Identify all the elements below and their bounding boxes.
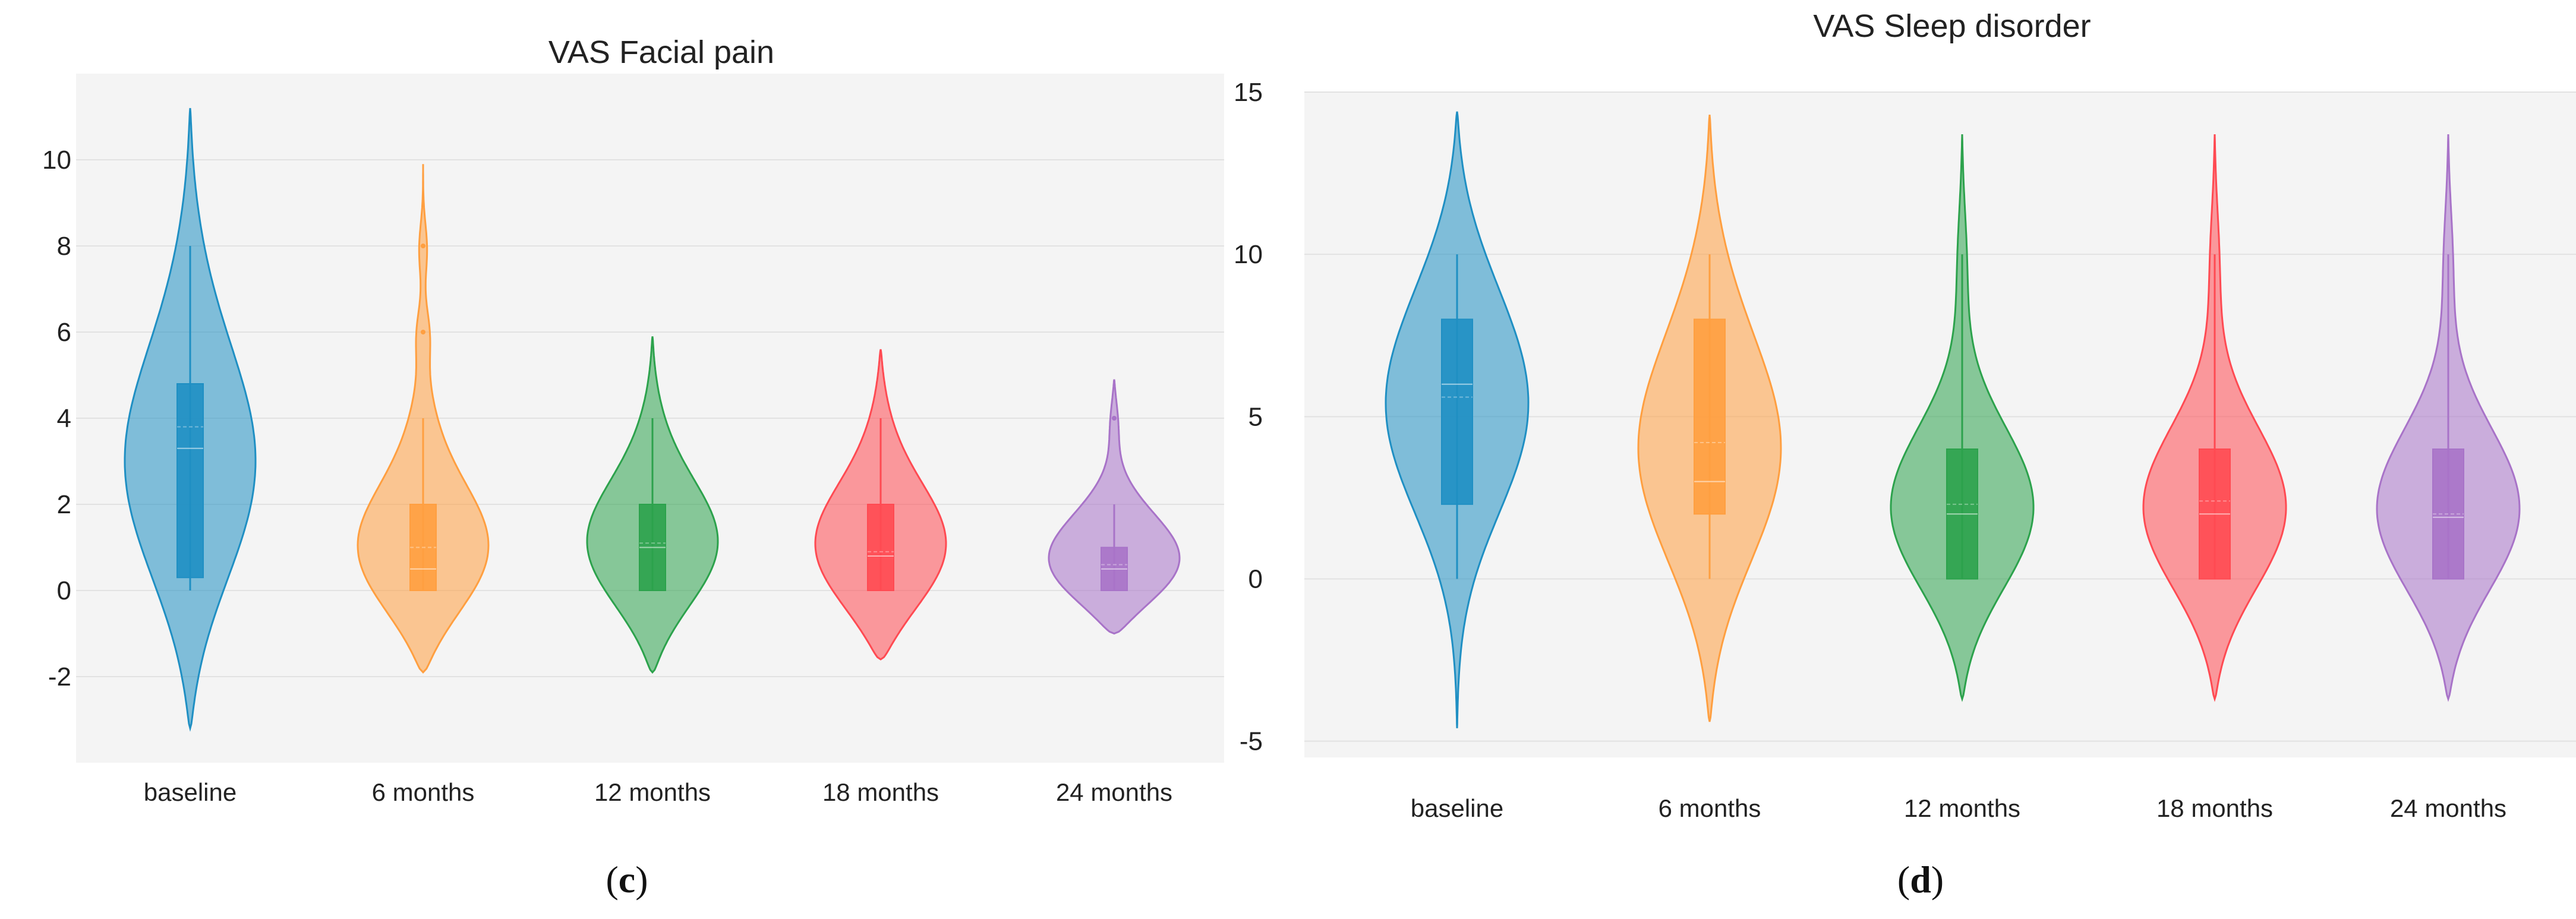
violin-group (1637, 115, 1782, 722)
x-tick-label: 12 months (1904, 794, 2020, 822)
x-tick-label: 6 months (372, 778, 475, 806)
panel-label: (c) (606, 858, 648, 901)
x-tick-label: 18 months (822, 778, 939, 806)
iqr-box (409, 504, 437, 591)
panel-letter: d (1910, 858, 1931, 901)
y-tick-label: 15 (1234, 78, 1263, 107)
x-tick-label: 24 months (2390, 794, 2506, 822)
iqr-box (176, 383, 204, 579)
y-tick-label: -5 (1240, 727, 1263, 756)
panel-label: (d) (1897, 858, 1944, 901)
y-tick-label: 8 (57, 232, 71, 261)
outlier-point (1112, 416, 1117, 421)
panel-letter: c (619, 858, 635, 901)
x-tick-label: 12 months (594, 778, 711, 806)
y-tick-label: 10 (42, 146, 71, 175)
y-tick-label: 10 (1234, 240, 1263, 269)
x-tick-label: baseline (1411, 794, 1503, 822)
chart-title: VAS Sleep disorder (1813, 8, 2091, 44)
violin-group (2142, 134, 2287, 702)
chart-panel-c: VAS Facial pain (c) 10 8 6 4 2 0 -2 baseline 6 m… (42, 34, 1224, 901)
outlier-point (421, 330, 425, 334)
iqr-box (1694, 318, 1726, 515)
iqr-box (867, 504, 894, 591)
iqr-box (2432, 448, 2464, 580)
violin-group (1890, 134, 2035, 702)
iqr-box (1441, 318, 1473, 505)
y-tick-label: -2 (48, 662, 71, 691)
x-tick-label: baseline (144, 778, 237, 806)
violin-group (586, 336, 719, 674)
y-tick-label: 4 (57, 404, 71, 433)
violin-group (124, 108, 257, 732)
violin-group (2376, 134, 2521, 702)
violin-group (814, 349, 947, 661)
y-tick-label: 2 (57, 490, 71, 519)
violin-group (357, 164, 490, 674)
y-tick-label: 0 (57, 576, 71, 605)
y-tick-label: 5 (1248, 402, 1263, 431)
chart-title: VAS Facial pain (548, 34, 774, 70)
x-tick-label: 18 months (2156, 794, 2273, 822)
chart-panel-d: VAS Sleep disorder (d) 15 10 5 0 -5 baseline 6… (1234, 8, 2576, 901)
x-tick-label: 6 months (1659, 794, 1761, 822)
x-tick-label: 24 months (1056, 778, 1172, 806)
y-tick-label: 6 (57, 318, 71, 347)
violin-group (1048, 379, 1181, 635)
outlier-point (421, 244, 425, 248)
y-tick-label: 0 (1248, 565, 1263, 594)
violin-group (1385, 111, 1530, 728)
